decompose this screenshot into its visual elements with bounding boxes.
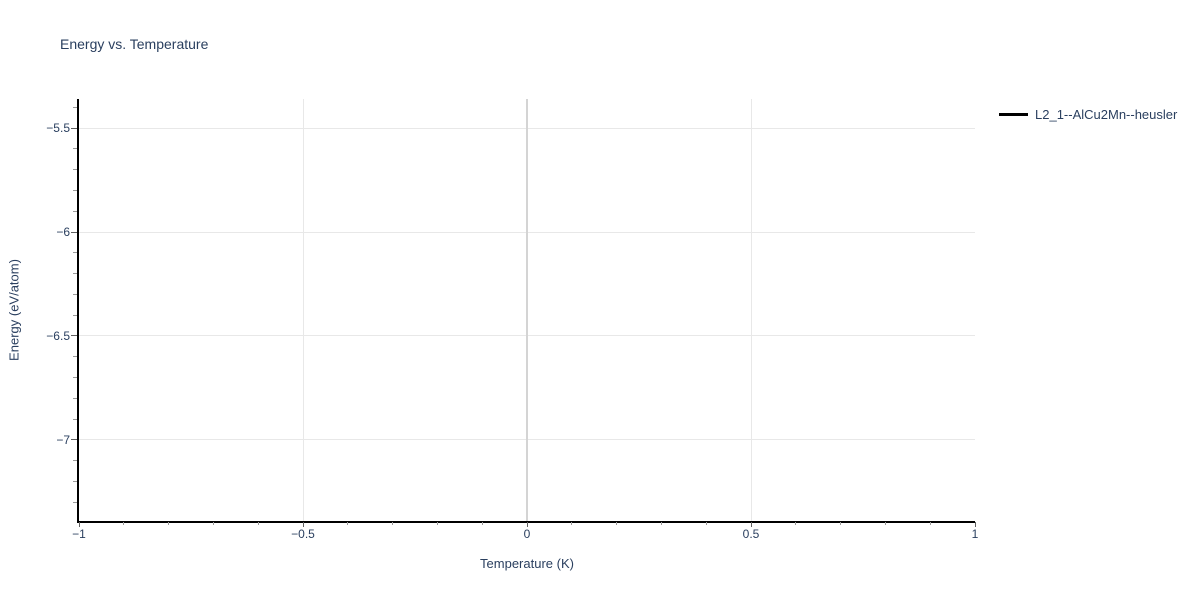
x-gridline: [750, 99, 752, 521]
chart-title: Energy vs. Temperature: [60, 36, 209, 52]
y-minor-tick: [73, 397, 77, 399]
x-minor-tick: [168, 522, 170, 525]
x-minor-tick: [257, 522, 259, 525]
y-axis-title: Energy (eV/atom): [6, 259, 22, 361]
x-major-tick: [974, 522, 976, 527]
x-major-tick: [302, 522, 304, 527]
x-minor-tick: [123, 522, 125, 525]
x-minor-tick: [212, 522, 214, 525]
y-minor-tick: [73, 169, 77, 171]
y-tick-label: −6: [56, 225, 70, 240]
y-minor-tick: [73, 148, 77, 150]
y-major-tick: [71, 127, 77, 129]
x-tick-label: 1: [971, 527, 979, 541]
legend-item[interactable]: L2_1--AlCu2Mn--heusler: [999, 105, 1177, 123]
x-minor-tick: [929, 522, 931, 525]
y-minor-tick: [73, 210, 77, 212]
y-minor-tick: [73, 189, 77, 191]
y-minor-tick: [73, 501, 77, 503]
x-major-tick: [78, 522, 80, 527]
x-tick-label: −1: [72, 527, 86, 541]
y-minor-tick: [73, 481, 77, 482]
y-major-tick: [71, 231, 77, 233]
y-major-tick: [71, 439, 77, 441]
y-axis-line: [77, 99, 79, 523]
legend-label: L2_1--AlCu2Mn--heusler: [1035, 106, 1178, 122]
x-minor-tick: [347, 522, 349, 525]
y-minor-tick: [73, 377, 77, 379]
x-major-tick: [750, 522, 752, 527]
x-minor-tick: [840, 522, 842, 525]
y-tick-label: −7: [56, 432, 70, 447]
x-minor-tick: [660, 522, 662, 525]
x-major-tick: [526, 522, 528, 527]
x-tick-label: 0.5: [742, 527, 760, 541]
y-minor-tick: [73, 314, 77, 316]
y-minor-tick: [73, 252, 77, 254]
x-tick-label: 0: [523, 527, 531, 541]
y-tick-label: −6.5: [46, 328, 70, 343]
y-major-tick: [71, 335, 77, 337]
x-zeroline: [526, 99, 528, 521]
x-tick-label: −0.5: [291, 527, 315, 541]
x-minor-tick: [795, 522, 797, 525]
x-minor-tick: [481, 522, 483, 525]
y-minor-tick: [73, 273, 77, 275]
x-axis-line: [77, 521, 975, 523]
x-minor-tick: [616, 522, 618, 525]
y-minor-tick: [73, 293, 77, 295]
x-minor-tick: [884, 522, 886, 525]
y-minor-tick: [73, 106, 77, 108]
y-minor-tick: [73, 418, 77, 420]
x-axis-title: Temperature (K): [480, 556, 574, 571]
x-minor-tick: [436, 522, 438, 525]
x-gridline: [302, 99, 304, 521]
x-minor-tick: [571, 522, 573, 525]
x-minor-tick: [705, 522, 707, 525]
legend-line-swatch: [999, 112, 1028, 116]
y-minor-tick: [73, 356, 77, 358]
y-minor-tick: [73, 460, 77, 462]
x-minor-tick: [392, 522, 394, 525]
y-tick-label: −5.5: [46, 121, 70, 136]
